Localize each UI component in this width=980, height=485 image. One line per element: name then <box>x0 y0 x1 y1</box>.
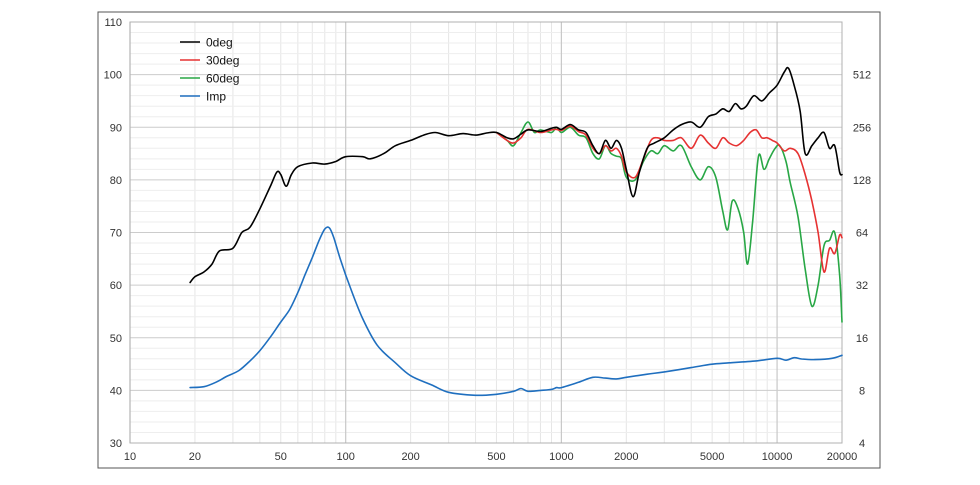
y-right-tick-label: 8 <box>859 385 865 397</box>
legend-label-30deg: 30deg <box>206 54 239 68</box>
plot-area-border <box>129 21 843 444</box>
y-right-tick-label: 128 <box>853 175 871 187</box>
y-right-tick-label: 256 <box>853 122 871 134</box>
y-right-tick-label: 64 <box>856 228 868 240</box>
y-left-tick-label: 50 <box>110 333 122 345</box>
y-left-tick-label: 30 <box>110 438 122 450</box>
y-right-tick-label: 32 <box>856 280 868 292</box>
x-tick-label: 5000 <box>700 451 724 463</box>
x-tick-label: 2000 <box>614 451 638 463</box>
x-tick-label: 200 <box>401 451 419 463</box>
y-left-tick-label: 60 <box>110 280 122 292</box>
chart-frame <box>97 11 881 469</box>
legend-label-60deg: 60deg <box>206 72 239 86</box>
y-right-tick-label: 512 <box>853 70 871 82</box>
x-tick-label: 20000 <box>827 451 858 463</box>
y-left-tick-label: 100 <box>104 70 122 82</box>
x-tick-label: 1000 <box>549 451 573 463</box>
y-left-tick-label: 40 <box>110 385 122 397</box>
y-left-tick-label: 70 <box>110 228 122 240</box>
series-line-60deg <box>495 121 843 323</box>
x-tick-label: 50 <box>275 451 287 463</box>
legend-label-imp: Imp <box>206 90 226 104</box>
series-line-30deg <box>495 125 843 273</box>
legend-label-0deg: 0deg <box>206 36 233 50</box>
y-right-tick-label: 4 <box>859 438 865 450</box>
series-line-imp <box>189 226 843 397</box>
series-line-0deg <box>189 66 843 284</box>
x-tick-label: 20 <box>189 451 201 463</box>
x-tick-label: 100 <box>337 451 355 463</box>
y-left-tick-label: 90 <box>110 122 122 134</box>
y-left-tick-label: 80 <box>110 175 122 187</box>
y-right-tick-label: 16 <box>856 333 868 345</box>
x-tick-label: 500 <box>487 451 505 463</box>
x-tick-label: 10 <box>124 451 136 463</box>
x-tick-label: 10000 <box>762 451 793 463</box>
y-left-tick-label: 110 <box>104 17 122 29</box>
